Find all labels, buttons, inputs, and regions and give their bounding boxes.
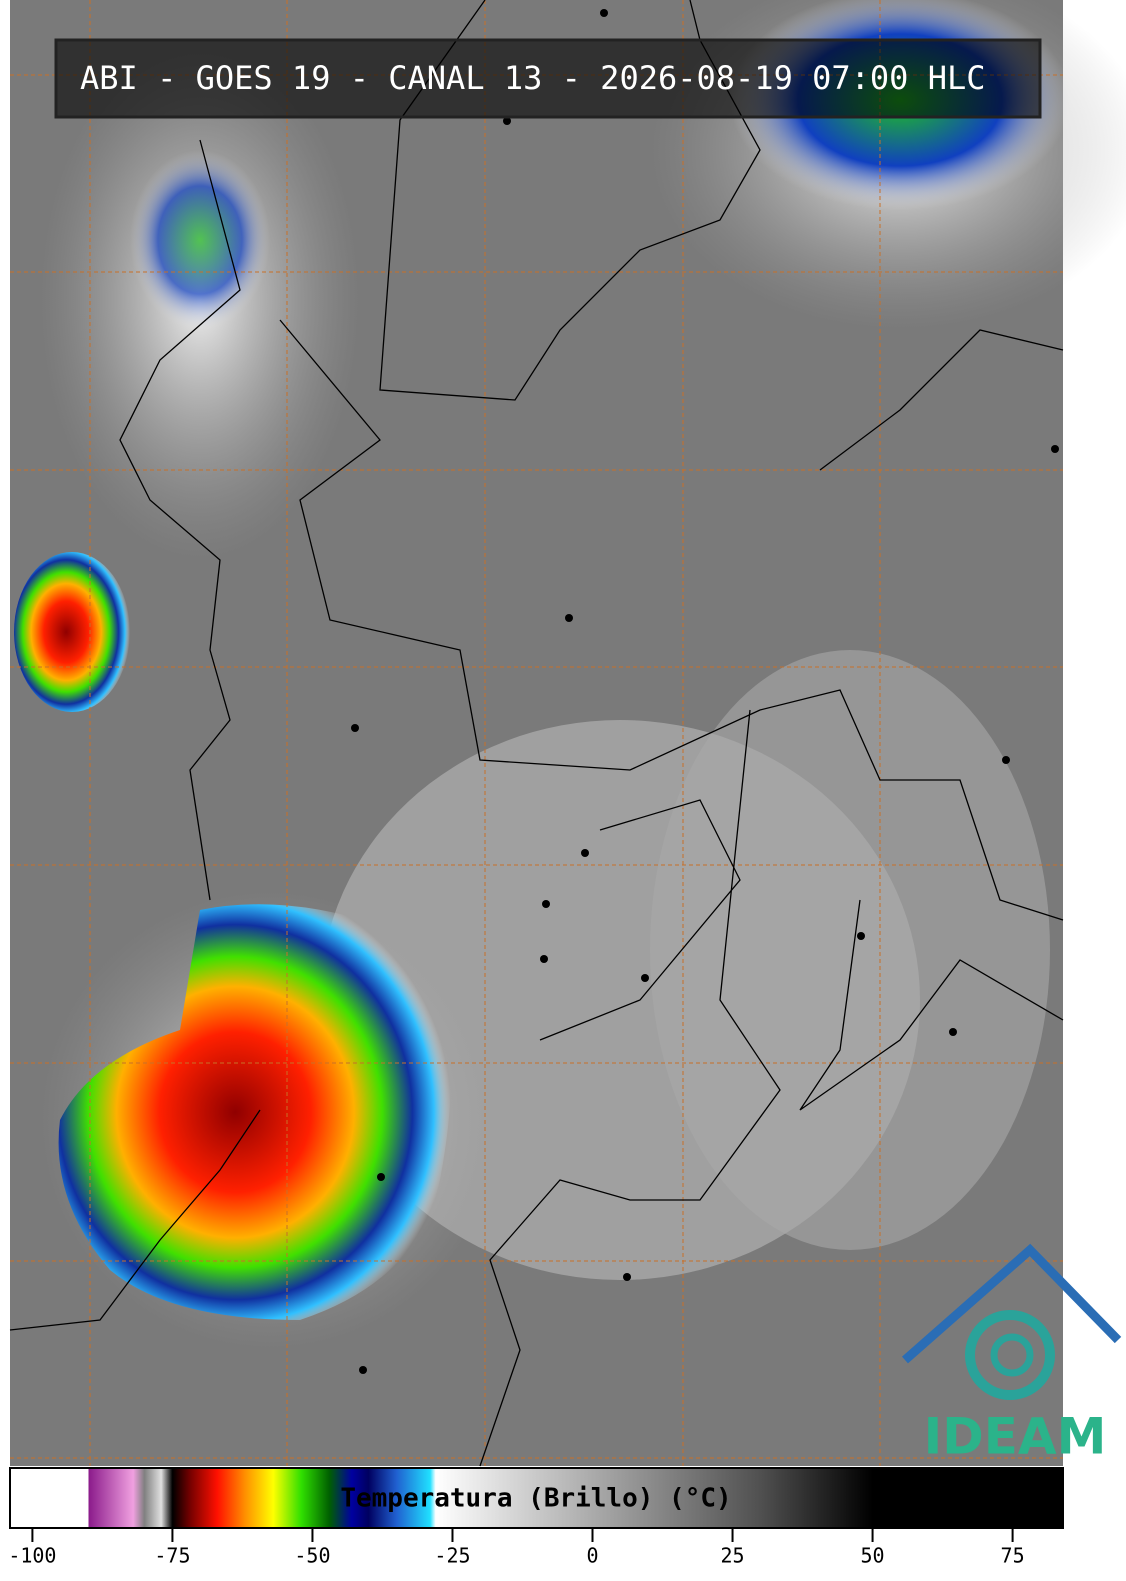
logo-text: IDEAM	[924, 1408, 1107, 1466]
map	[9, 0, 1126, 1467]
tick-label: 0	[586, 1544, 598, 1568]
colorbar: Temperatura (Brillo) (°C) -100 -75 -50 -25 0…	[8, 1467, 1064, 1568]
title: ABI - GOES 19 - CANAL 13 - 2026-08-19 07…	[80, 59, 985, 97]
colorbar-label: Temperatura (Brillo) (°C)	[340, 1484, 731, 1514]
tick-label: -25	[434, 1544, 470, 1568]
title-box	[54, 38, 1042, 119]
tick-label: -50	[294, 1544, 330, 1568]
tick-label: -75	[154, 1544, 190, 1568]
colorbar-gradient	[9, 1467, 1064, 1529]
tick-label: 75	[1001, 1544, 1025, 1568]
tick-label: -100	[8, 1544, 56, 1568]
tick-label: 25	[720, 1544, 744, 1568]
logo: IDEAM	[902, 1243, 1122, 1466]
tick-label: 50	[861, 1544, 885, 1568]
